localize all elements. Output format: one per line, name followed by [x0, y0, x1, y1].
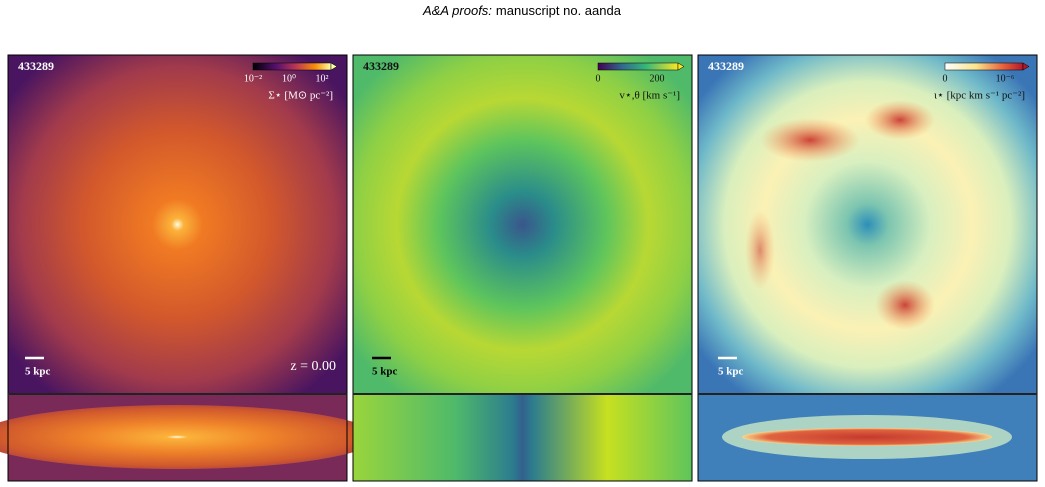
scale-label: 5 kpc [718, 366, 743, 378]
edge-on-map [353, 395, 692, 481]
panel-1: 433289 10⁻² 10⁰ 10² Σ⋆ [M⊙ pc⁻²] 5 kpc z… [0, 54, 377, 482]
face-on-map [8, 55, 347, 394]
disc [742, 428, 992, 446]
panel-2: 433289 0 200 v⋆,θ [km s⁻¹] 5 kpc [352, 54, 693, 482]
header: A&A proofs: manuscript no. aanda [422, 3, 622, 18]
colorbar-tick: 200 [650, 73, 665, 84]
scale-label: 5 kpc [372, 366, 397, 378]
colorbar-tick: 10² [316, 73, 329, 84]
colorbar-label: ι⋆ [kpc km s⁻¹ pc⁻²] [934, 90, 1025, 102]
scale-label: 5 kpc [25, 366, 50, 378]
hotspot [745, 210, 775, 290]
colorbar [944, 62, 1024, 71]
frame [352, 54, 693, 482]
redshift: z = 0.00 [290, 359, 336, 374]
face-on-map [353, 55, 692, 394]
colorbar-arrow [330, 62, 338, 71]
panel-id: 433289 [363, 59, 399, 73]
panel-3: 433289 0 10⁻⁶ ι⋆ [kpc km s⁻¹ pc⁻²] 5 kpc [697, 54, 1038, 482]
colorbar-tick: 10⁰ [282, 73, 296, 84]
hotspot [760, 118, 860, 162]
colorbar-label: Σ⋆ [M⊙ pc⁻²] [268, 90, 333, 102]
colorbar-tick: 10⁻⁶ [996, 73, 1015, 84]
colorbar-arrow [1022, 62, 1030, 71]
hotspot [865, 100, 935, 140]
colorbar [597, 62, 679, 71]
panel-id: 433289 [18, 59, 54, 73]
colorbar-tick: 0 [596, 73, 601, 84]
frame [697, 54, 1038, 482]
colorbar-label: v⋆,θ [km s⁻¹] [619, 90, 680, 102]
journal: A&A proofs: [422, 3, 492, 18]
colorbar-arrow [677, 62, 685, 71]
frame [7, 54, 348, 482]
colorbar-tick: 0 [943, 73, 948, 84]
colorbar-tick: 10⁻² [244, 73, 262, 84]
panel-id: 433289 [708, 59, 744, 73]
manuscript: manuscript no. aanda [496, 3, 622, 18]
disc [0, 405, 377, 469]
colorbar [252, 62, 332, 71]
hotspot [875, 280, 935, 330]
